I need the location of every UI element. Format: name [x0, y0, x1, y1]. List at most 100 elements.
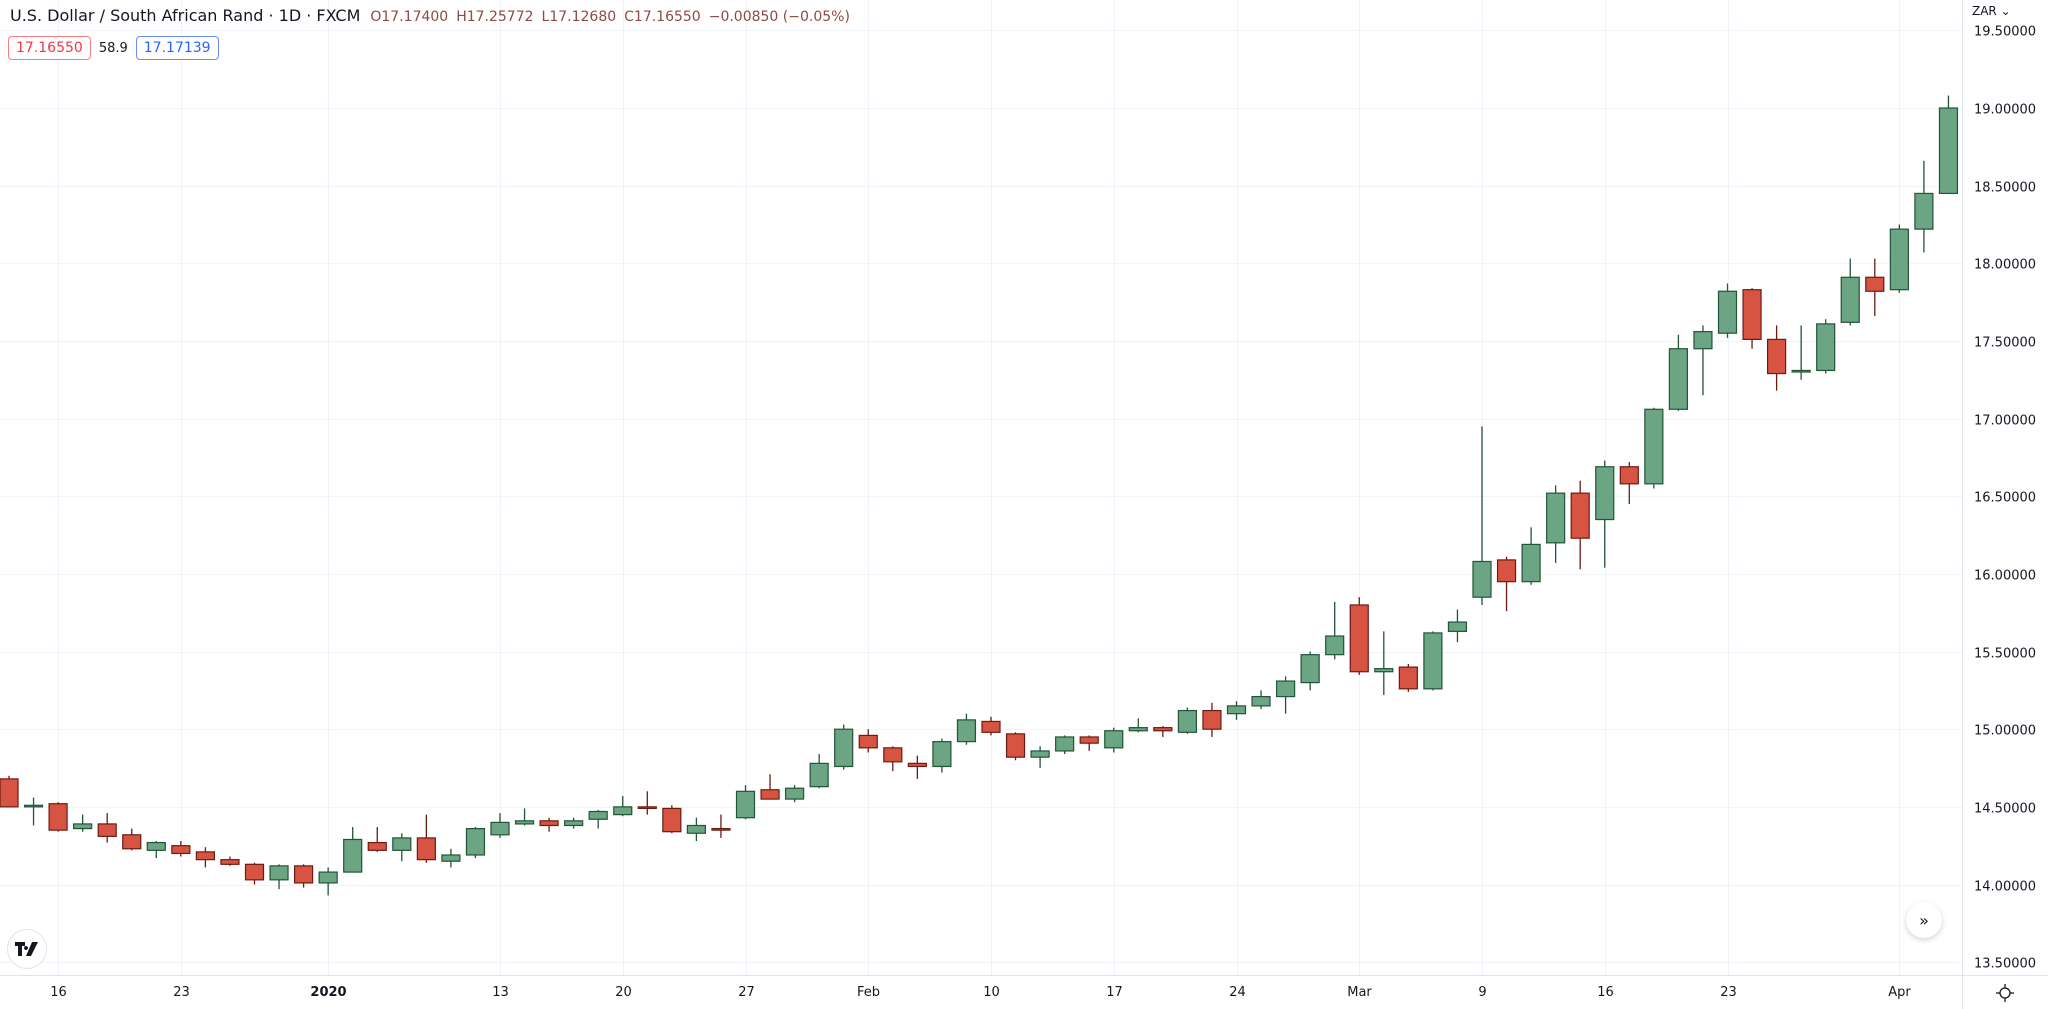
candle-body: [637, 806, 657, 810]
symbol-title[interactable]: U.S. Dollar / South African Rand · 1D · …: [10, 6, 361, 25]
candle-body: [1251, 695, 1271, 707]
time-tick-label: 16: [50, 985, 67, 1000]
candle-body: [1128, 727, 1148, 732]
candle: [1447, 609, 1468, 643]
candle: [1128, 718, 1148, 733]
scroll-to-realtime-button[interactable]: »: [1906, 902, 1942, 938]
candle-body: [1816, 323, 1836, 372]
time-tick-label: 17: [1106, 985, 1123, 1000]
candle: [981, 716, 1001, 736]
candle: [146, 841, 166, 859]
candle-body: [662, 807, 682, 833]
candle: [1104, 727, 1124, 753]
time-tick-label: 27: [738, 985, 755, 1000]
candle-body: [1938, 107, 1959, 195]
candle-body: [490, 821, 510, 836]
candle: [220, 856, 240, 866]
candle: [1177, 707, 1198, 734]
candle-body: [1644, 408, 1664, 485]
candle: [834, 724, 854, 770]
price-tick-label: 19.50000: [1974, 25, 2036, 40]
candle: [858, 729, 878, 753]
candle-body: [1447, 621, 1468, 632]
price-tick-label: 19.00000: [1974, 103, 2036, 118]
candle: [1693, 325, 1713, 396]
candle: [73, 814, 93, 832]
time-tick-label: 13: [492, 985, 509, 1000]
candle-body: [956, 719, 977, 743]
candle: [907, 755, 927, 779]
candle-body: [1546, 492, 1566, 544]
price-axis[interactable]: 19.50000 19.00000 18.50000 18.00000 17.50000…: [1974, 25, 2036, 972]
candle-body: [392, 837, 412, 851]
candle: [784, 785, 805, 803]
grid: [0, 0, 1962, 975]
candle: [711, 814, 731, 838]
candle: [613, 795, 633, 817]
candle-body: [883, 747, 903, 763]
currency-selector[interactable]: ZAR ⌄: [1972, 4, 2011, 18]
candle-body: [146, 841, 166, 851]
buy-sell-panel: 17.16550 58.9 17.17139: [8, 36, 219, 60]
candle-body: [1791, 369, 1811, 373]
candle-body: [1177, 709, 1198, 733]
candle-body: [1226, 705, 1247, 715]
candle-body: [1914, 192, 1934, 230]
candle: [514, 808, 535, 826]
candle: [1423, 631, 1443, 691]
candle-body: [195, 851, 215, 861]
high-value: H17.25772: [456, 9, 534, 25]
sell-button[interactable]: 17.16550: [8, 36, 91, 60]
candle-body: [1349, 604, 1369, 673]
candle: [686, 817, 707, 842]
settings-button[interactable]: [1992, 980, 2018, 1006]
price-tick-label: 15.50000: [1974, 647, 2036, 662]
candle-body: [1030, 750, 1050, 758]
candle-body: [0, 778, 19, 808]
candle-body: [809, 762, 829, 788]
candle: [1816, 319, 1836, 374]
price-tick-label: 16.00000: [1974, 569, 2036, 584]
candle: [1595, 460, 1615, 568]
candle: [1791, 325, 1811, 380]
candle-body: [1742, 289, 1762, 340]
price-tick-label: 17.50000: [1974, 336, 2036, 351]
candle: [48, 802, 68, 832]
time-tick-label: 9: [1478, 985, 1486, 1000]
candle: [1055, 735, 1075, 755]
candle: [269, 864, 289, 890]
candle: [195, 847, 215, 868]
price-tick-label: 15.00000: [1974, 724, 2036, 739]
time-axis[interactable]: 16 23 2020 13 20 27 Feb 10 17 24 Mar 9 16 23 Apr: [50, 985, 1911, 1000]
price-tick-label: 18.00000: [1974, 258, 2036, 273]
candle-body: [1325, 635, 1345, 656]
candle: [1742, 288, 1762, 349]
candle-body: [294, 865, 314, 884]
buy-button[interactable]: 17.17139: [135, 36, 219, 60]
candle: [956, 713, 977, 745]
candle-body: [1202, 709, 1222, 730]
candle-body: [1717, 290, 1738, 334]
price-tick-label: 16.50000: [1974, 491, 2036, 506]
candle: [23, 797, 44, 826]
candle-body: [1398, 666, 1418, 690]
tradingview-logo-icon: [15, 942, 38, 956]
price-tick-label: 14.00000: [1974, 880, 2036, 895]
candle: [318, 867, 338, 896]
candle: [564, 817, 584, 829]
candle: [122, 828, 142, 851]
candle-body: [122, 834, 142, 850]
candle-body: [367, 841, 387, 851]
chart-legend: U.S. Dollar / South African Rand · 1D · …: [10, 6, 850, 25]
price-tick-label: 17.00000: [1974, 414, 2036, 429]
candle: [1300, 651, 1320, 691]
candle: [1619, 462, 1639, 505]
candle: [416, 814, 436, 863]
candle-body: [539, 820, 559, 827]
tradingview-logo[interactable]: [7, 929, 47, 969]
candle: [1938, 95, 1959, 195]
candle-body: [858, 734, 878, 749]
candle-body: [1668, 348, 1689, 410]
candle: [1496, 556, 1517, 612]
